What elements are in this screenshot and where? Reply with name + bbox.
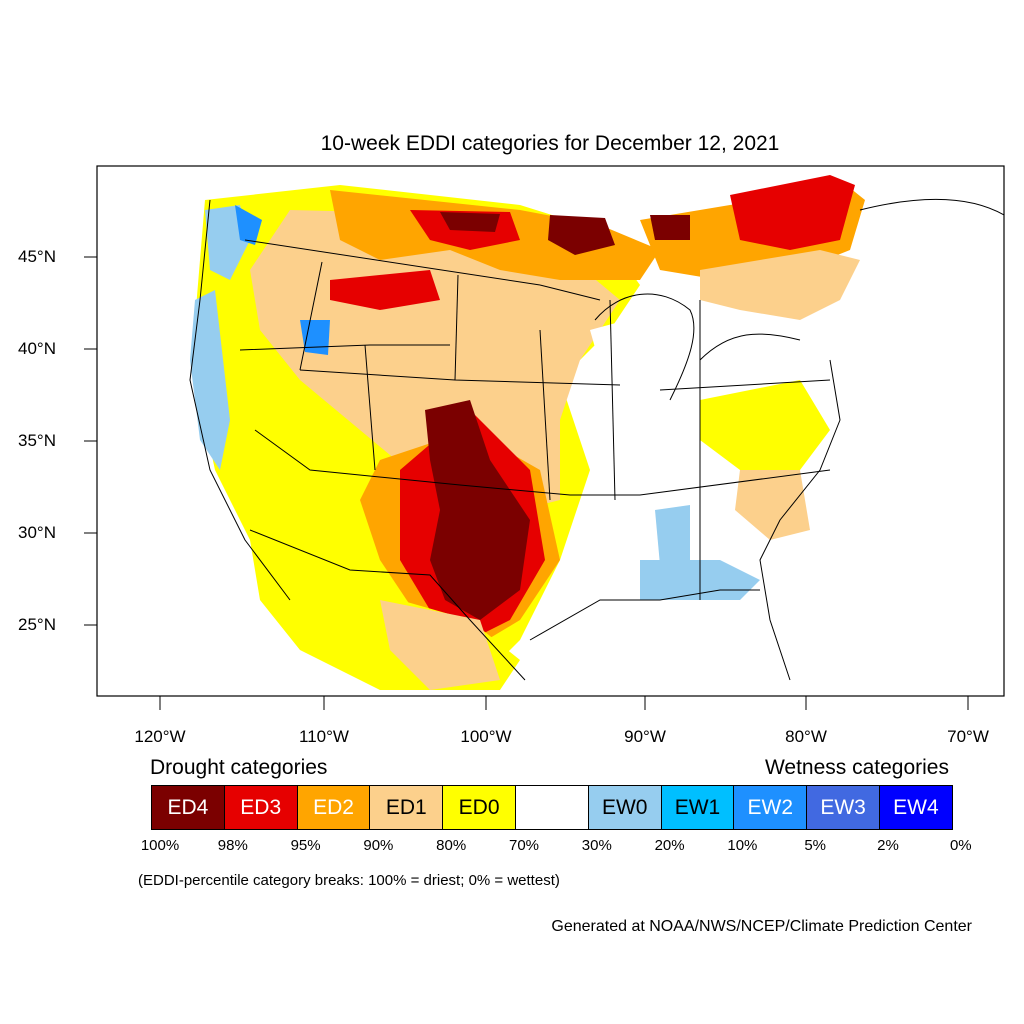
category-note: (EDDI-percentile category breaks: 100% =…	[138, 872, 560, 889]
legend-box-ed4: ED4	[151, 785, 225, 830]
lat-label-40: 40°N	[18, 339, 56, 358]
percentile-label: 20%	[654, 837, 685, 854]
percentile-label: 30%	[581, 837, 612, 854]
state-line-1	[299, 261, 323, 371]
percentile-label: 98%	[217, 837, 248, 854]
region-ew0-ms	[655, 505, 690, 565]
region-ed0-east	[700, 380, 830, 470]
percentile-label: 2%	[877, 837, 899, 854]
page-title: 10-week EDDI categories for December 12,…	[320, 132, 780, 155]
percentile-label: 5%	[804, 837, 827, 854]
lon-label-100: 100°W	[460, 727, 512, 746]
drought-heading: Drought categories	[150, 756, 328, 779]
region-ed1-northeast	[700, 250, 860, 320]
lon-label-110: 110°W	[299, 727, 349, 746]
percentile-label: 10%	[727, 837, 758, 854]
region-ed4-mn	[548, 215, 615, 255]
percentile-label: 100%	[140, 837, 180, 854]
lon-label-70: 70°W	[947, 727, 989, 746]
lat-label-35: 35°N	[18, 431, 56, 450]
lon-label-80: 80°W	[785, 727, 827, 746]
legend-box-ed3: ED3	[223, 785, 298, 830]
state-line-6	[459, 469, 831, 496]
lat-label-45: 45°N	[18, 247, 56, 266]
lat-label-25: 25°N	[18, 615, 56, 634]
region-ed4-ne	[650, 215, 690, 240]
coastline-east	[759, 359, 841, 681]
region-ed1-mexico	[380, 600, 500, 690]
percentile-label: 90%	[363, 837, 394, 854]
percentile-label: 95%	[290, 837, 321, 854]
state-line-5	[254, 429, 461, 486]
us-border-north	[244, 239, 541, 286]
lon-label-90: 90°W	[624, 727, 666, 746]
canada-coast	[859, 198, 1004, 216]
state-line-8	[539, 329, 551, 501]
wetness-heading: Wetness categories	[764, 756, 949, 779]
state-line-3	[299, 369, 621, 386]
legend-box-ew0: EW0	[587, 785, 662, 830]
lon-label-120: 120°W	[134, 727, 186, 746]
legend-box-ew2: EW2	[733, 785, 808, 830]
state-line-10	[659, 379, 831, 391]
legend-box-ew3: EW3	[806, 785, 880, 830]
great-lakes	[594, 293, 801, 401]
map-frame	[96, 165, 1005, 697]
state-line-2	[454, 274, 459, 381]
lat-label-30: 30°N	[18, 523, 56, 542]
coastline-gulf	[529, 589, 760, 641]
region-ed4-texas	[425, 400, 530, 620]
legend-box-ew1: EW1	[660, 785, 735, 830]
axis-ticks	[84, 256, 969, 710]
state-line-7	[364, 344, 376, 471]
percentile-label: 80%	[436, 837, 467, 854]
boundaries	[189, 198, 1004, 681]
region-ew2-id	[300, 320, 330, 355]
state-line-9	[609, 299, 616, 501]
coastline-west	[189, 199, 291, 601]
state-line-4	[239, 344, 450, 351]
legend-box-ed0: ED0	[442, 785, 516, 830]
legend-box-normal	[515, 785, 589, 830]
legend-box-ed2: ED2	[296, 785, 371, 830]
percentile-label: 0%	[949, 837, 972, 854]
credit-line: Generated at NOAA/NWS/NCEP/Climate Predi…	[551, 918, 972, 935]
mexico-border	[249, 529, 526, 681]
percentile-label: 70%	[508, 837, 540, 854]
region-ew2-wa	[235, 205, 262, 245]
us-border-north-east	[539, 284, 601, 301]
region-ed3-ne	[730, 175, 855, 250]
region-ed1-carolina	[735, 470, 810, 540]
legend-box-ed1: ED1	[369, 785, 444, 830]
region-ed4-north	[440, 212, 500, 232]
legend-box-ew4: EW4	[879, 785, 953, 830]
region-ed3-mt	[330, 270, 440, 310]
